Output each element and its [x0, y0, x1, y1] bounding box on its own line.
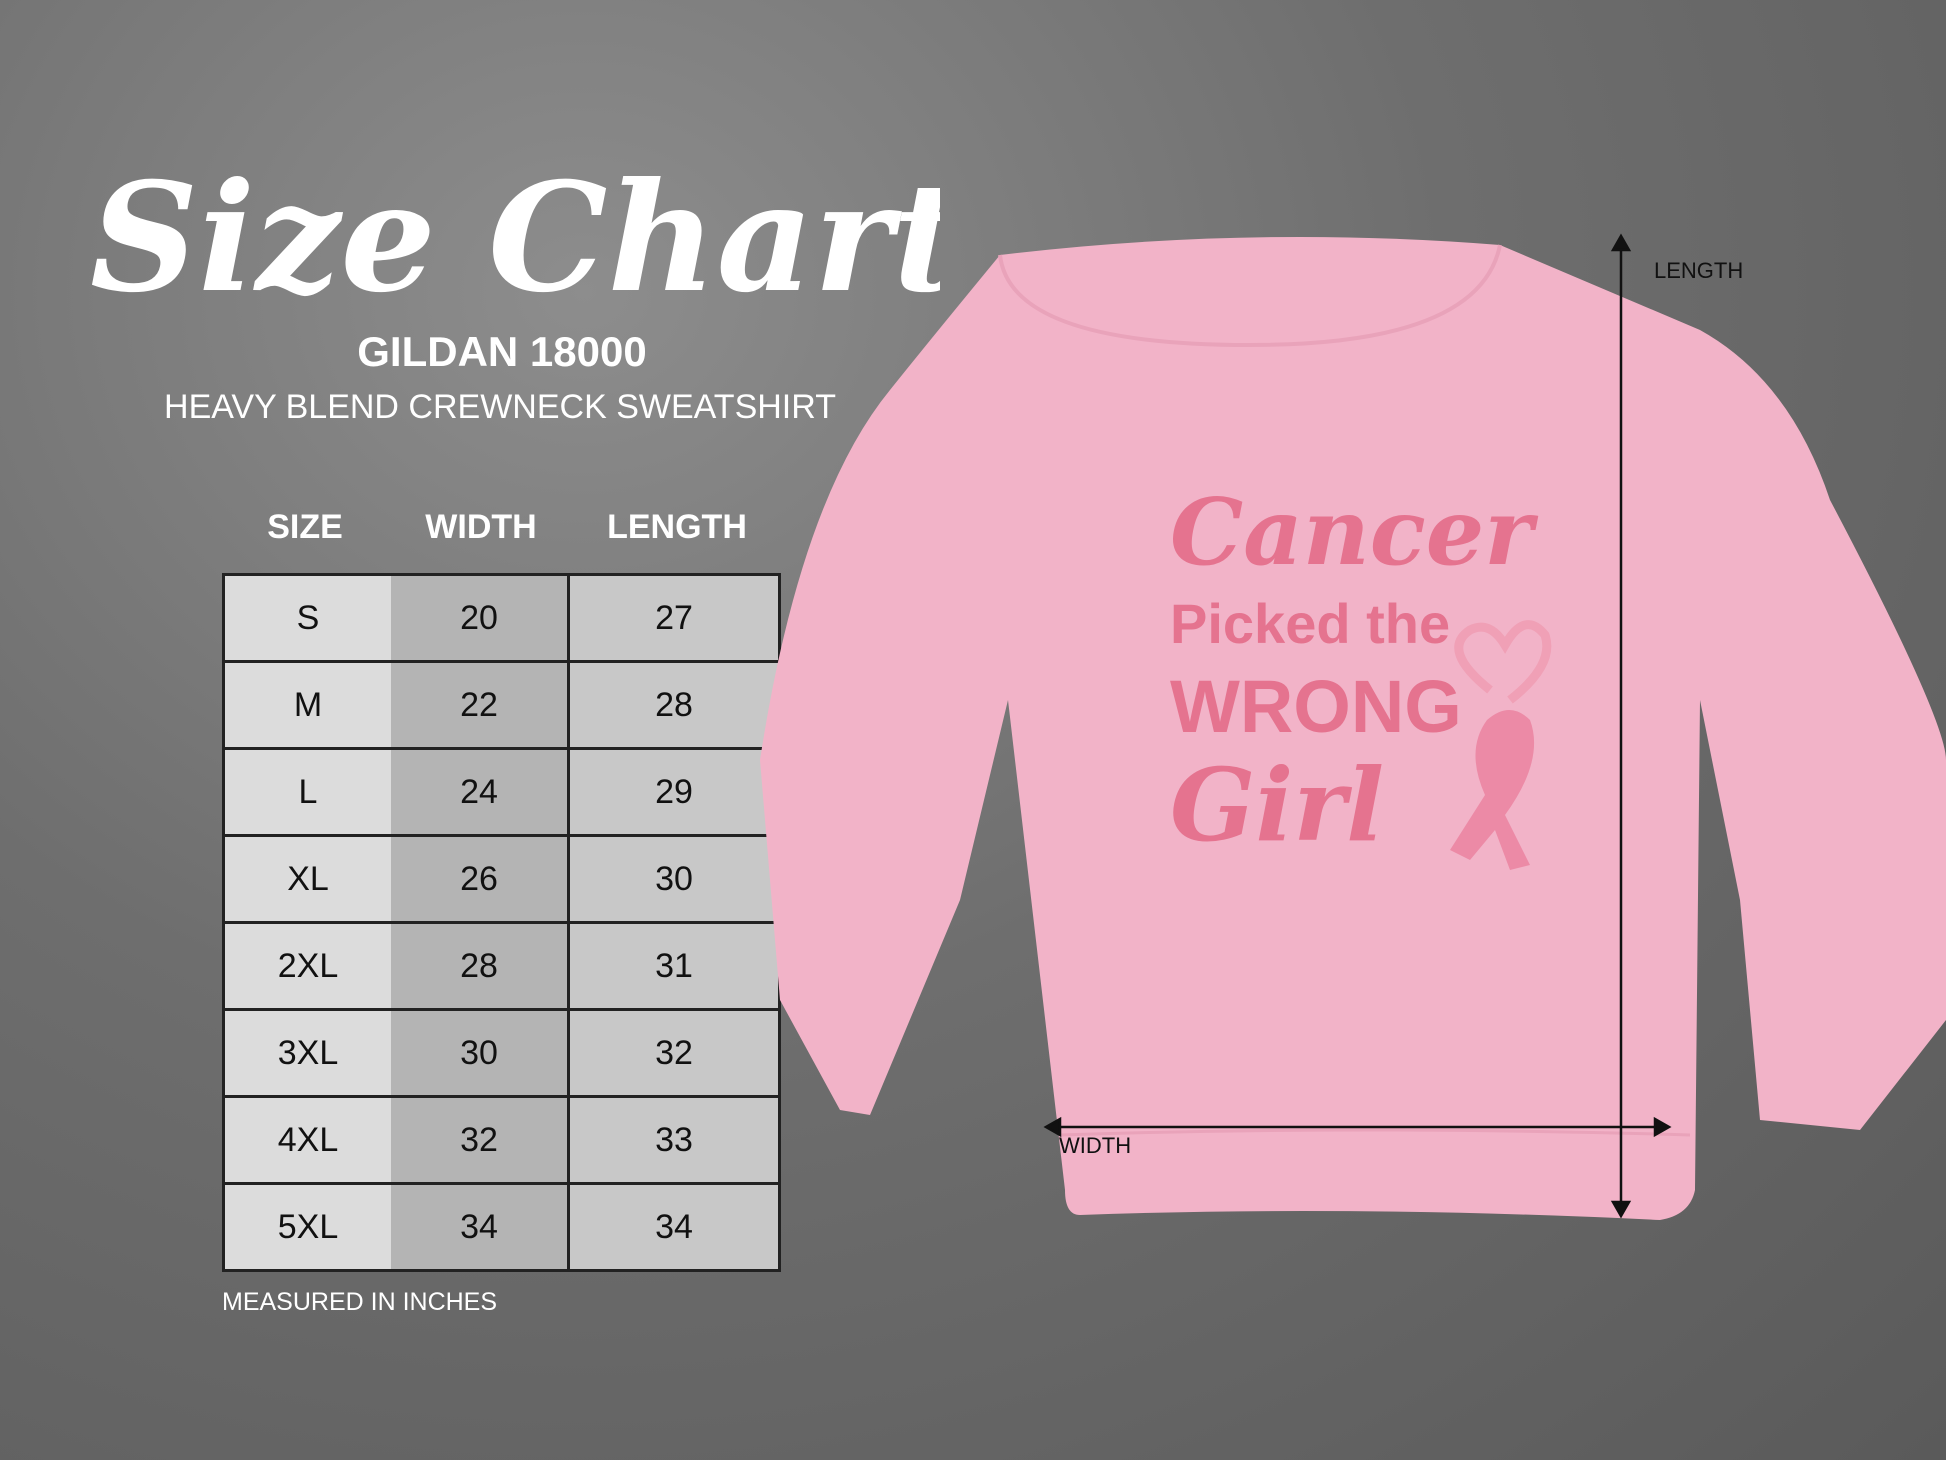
width-cell: 26 — [391, 834, 570, 924]
header-size: SIZE — [267, 508, 343, 546]
width-cell: 20 — [391, 573, 570, 663]
width-cell: 32 — [391, 1095, 570, 1185]
title-text: Size Chart — [90, 150, 940, 326]
header-width: WIDTH — [425, 508, 537, 546]
length-cell: 30 — [567, 834, 781, 924]
size-cell: S — [222, 573, 391, 663]
width-arrow — [1043, 1116, 1672, 1138]
length-cell: 32 — [567, 1008, 781, 1098]
size-cell: 2XL — [222, 921, 391, 1011]
table-row: 4XL 32 33 — [222, 1095, 781, 1185]
shirt-design-text: Cancer Picked the WRONG Girl — [1170, 478, 1533, 864]
length-cell: 27 — [567, 573, 781, 663]
size-cell: 3XL — [222, 1008, 391, 1098]
table-row: 3XL 30 32 — [222, 1008, 781, 1098]
length-arrow — [1610, 233, 1632, 1219]
size-chart-title: Size Chart — [90, 150, 940, 326]
width-cell: 34 — [391, 1182, 570, 1272]
size-cell: 5XL — [222, 1182, 391, 1272]
width-label: WIDTH — [1059, 1133, 1132, 1158]
table-row: 5XL 34 34 — [222, 1182, 781, 1272]
width-cell: 24 — [391, 747, 570, 837]
table-row: M 22 28 — [222, 660, 781, 750]
table-row: S 20 27 — [222, 573, 781, 663]
table-row: L 24 29 — [222, 747, 781, 837]
design-line-girl: Girl — [1170, 746, 1385, 864]
product-subtitle: HEAVY BLEND CREWNECK SWEATSHIRT — [164, 388, 836, 426]
measurement-unit-note: MEASURED IN INCHES — [222, 1288, 498, 1316]
size-cell: M — [222, 660, 391, 750]
length-cell: 34 — [567, 1182, 781, 1272]
width-cell: 28 — [391, 921, 570, 1011]
design-line-picked: Picked the — [1170, 592, 1451, 655]
brand-model: GILDAN 18000 — [357, 328, 647, 375]
width-cell: 30 — [391, 1008, 570, 1098]
size-table: S 20 27 M 22 28 L 24 29 XL 26 30 2XL 28 31 3XL 30 32 4XL 32… — [222, 573, 781, 1272]
table-row: 2XL 28 31 — [222, 921, 781, 1011]
size-cell: 4XL — [222, 1095, 391, 1185]
awareness-ribbon-icon — [1450, 710, 1535, 870]
length-cell: 28 — [567, 660, 781, 750]
sweatshirt-body — [760, 237, 1946, 1220]
width-cell: 22 — [391, 660, 570, 750]
design-line-wrong: WRONG — [1170, 665, 1462, 748]
hem-ribbing — [1059, 1128, 1691, 1137]
collar — [998, 244, 1502, 348]
length-label: LENGTH — [1654, 258, 1744, 283]
size-cell: L — [222, 747, 391, 837]
size-cell: XL — [222, 834, 391, 924]
header-length: LENGTH — [607, 508, 747, 546]
length-cell: 33 — [567, 1095, 781, 1185]
design-line-cancer: Cancer — [1170, 478, 1533, 586]
heart-icon — [1454, 620, 1552, 704]
table-row: XL 26 30 — [222, 834, 781, 924]
length-cell: 29 — [567, 747, 781, 837]
